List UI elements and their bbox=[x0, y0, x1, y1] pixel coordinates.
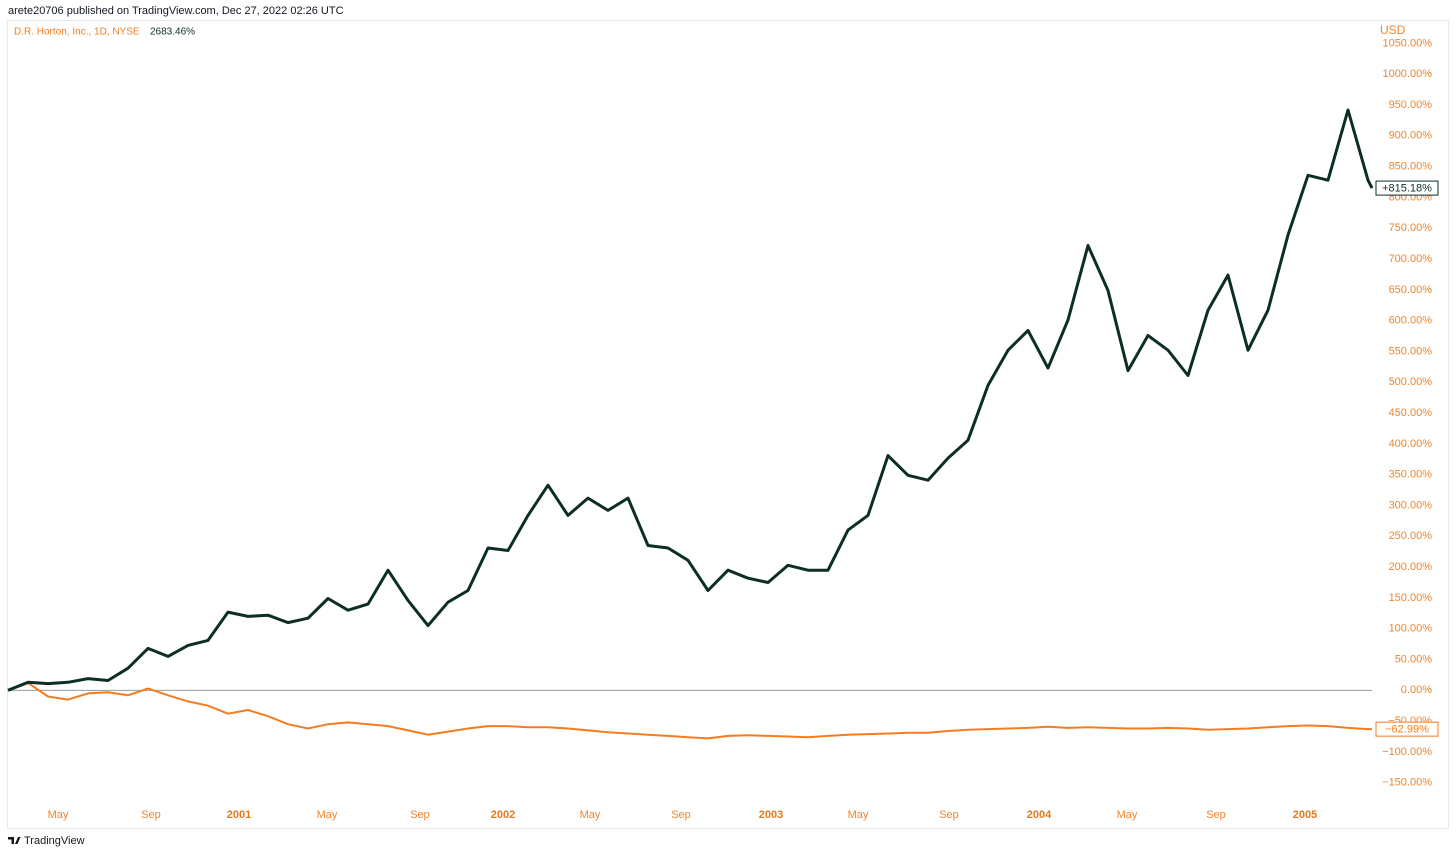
header: arete20706 published on TradingView.com,… bbox=[8, 5, 344, 17]
y-tick-label: 500.00% bbox=[1389, 376, 1433, 388]
x-tick-label: May bbox=[48, 809, 69, 821]
y-tick-label: 200.00% bbox=[1389, 561, 1433, 573]
footer: TradingView bbox=[24, 835, 85, 847]
x-tick-label: May bbox=[1117, 809, 1138, 821]
x-tick-label: May bbox=[317, 809, 338, 821]
x-tick-label: 2005 bbox=[1293, 809, 1317, 821]
x-tick-label: Sep bbox=[1206, 809, 1226, 821]
last-value-label: −62.99% bbox=[1375, 721, 1439, 737]
y-tick-label: −150.00% bbox=[1382, 777, 1432, 789]
y-tick-label: 900.00% bbox=[1389, 130, 1433, 142]
y-tick-label: 350.00% bbox=[1389, 469, 1433, 481]
y-tick-label: 1050.00% bbox=[1382, 37, 1432, 49]
y-tick-label: 850.00% bbox=[1389, 161, 1433, 173]
y-tick-label: 600.00% bbox=[1389, 315, 1433, 327]
y-tick-label: 250.00% bbox=[1389, 530, 1433, 542]
y-tick-label: −100.00% bbox=[1382, 746, 1432, 758]
series-line bbox=[7, 681, 1372, 740]
x-tick-label: 2004 bbox=[1027, 809, 1052, 821]
y-tick-label: 150.00% bbox=[1389, 592, 1433, 604]
y-tick-label: 100.00% bbox=[1389, 623, 1433, 635]
x-tick-label: 2001 bbox=[227, 809, 251, 821]
last-value-label: +815.18% bbox=[1375, 180, 1439, 196]
y-tick-label: 700.00% bbox=[1389, 253, 1433, 265]
x-tick-label: May bbox=[848, 809, 869, 821]
chart-frame bbox=[7, 20, 1449, 829]
x-tick-label: Sep bbox=[141, 809, 161, 821]
x-tick-label: Sep bbox=[671, 809, 691, 821]
legend-series: D.R. Horton, Inc., 1D, NYSE bbox=[14, 27, 140, 38]
last-value-box bbox=[1375, 180, 1439, 196]
y-tick-label: 750.00% bbox=[1389, 222, 1433, 234]
x-tick-label: May bbox=[580, 809, 601, 821]
currency: USD bbox=[1380, 23, 1406, 37]
legend-value: 2683.46% bbox=[150, 27, 195, 38]
last-value-box bbox=[1375, 721, 1439, 737]
x-tick-label: 2003 bbox=[759, 809, 783, 821]
series-line bbox=[7, 108, 1374, 692]
last-value-text: −62.99% bbox=[1385, 724, 1429, 736]
x-tick-label: Sep bbox=[410, 809, 430, 821]
y-tick-label: 450.00% bbox=[1389, 407, 1433, 419]
x-tick-label: 2002 bbox=[491, 809, 515, 821]
y-tick-label: 0.00% bbox=[1401, 684, 1432, 696]
last-value-text: +815.18% bbox=[1382, 182, 1432, 194]
y-tick-label: 1000.00% bbox=[1382, 68, 1432, 80]
x-tick-label: Sep bbox=[939, 809, 959, 821]
y-tick-label: 650.00% bbox=[1389, 284, 1433, 296]
y-tick-label: 300.00% bbox=[1389, 499, 1433, 511]
y-tick-label: 550.00% bbox=[1389, 345, 1433, 357]
footer-logo bbox=[8, 837, 21, 844]
y-tick-label: 50.00% bbox=[1395, 653, 1433, 665]
y-tick-label: 400.00% bbox=[1389, 438, 1433, 450]
y-tick-label: 950.00% bbox=[1389, 99, 1433, 111]
